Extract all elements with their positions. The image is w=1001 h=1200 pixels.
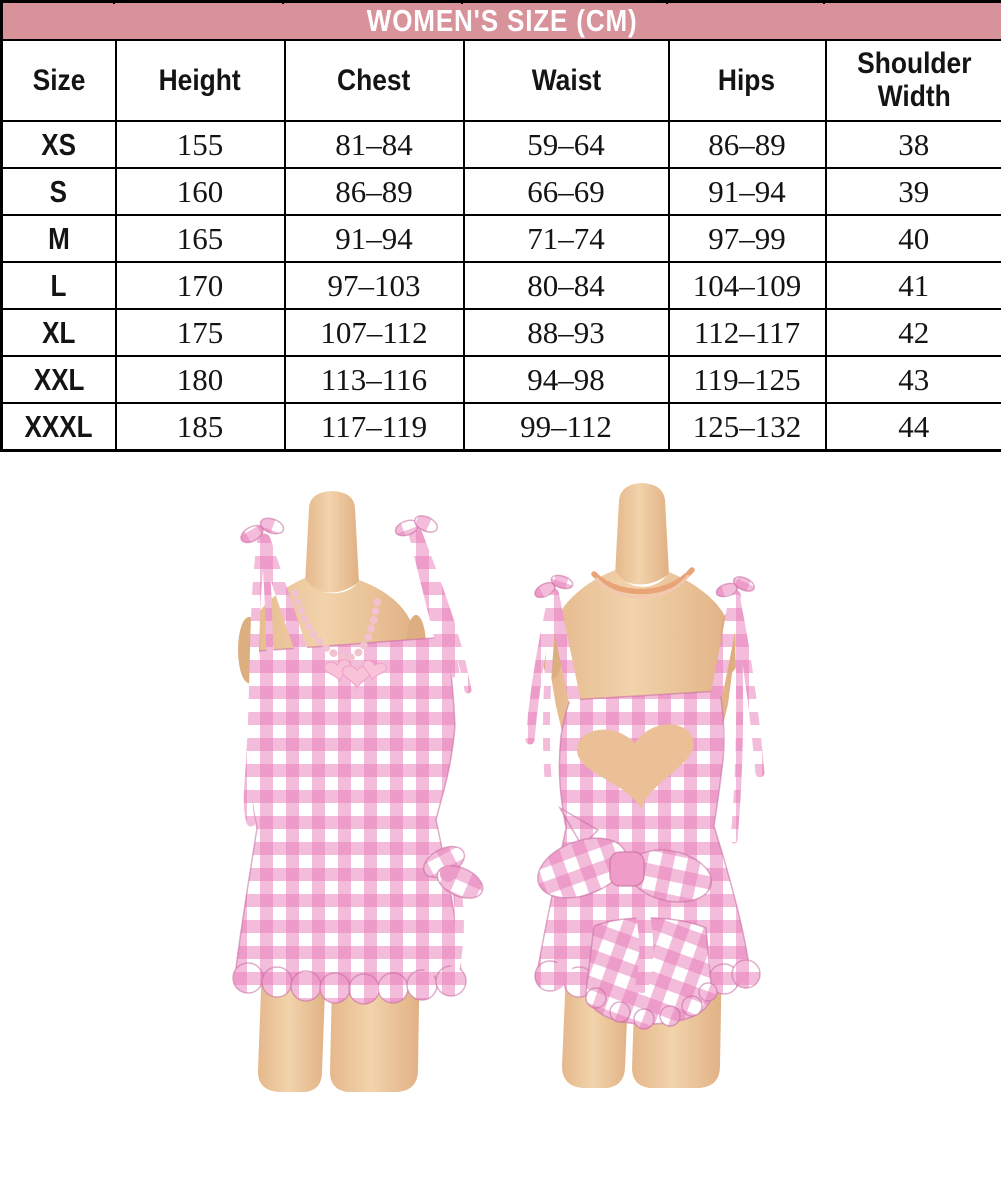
size-cell: S — [0, 167, 117, 216]
size-chart-title-bar: WOMEN'S SIZE (CM) — [0, 0, 1001, 41]
necklace-chain-back — [591, 567, 695, 599]
table-row-xxl: XXL 180 113–116 94–98 119–125 43 — [0, 355, 1001, 404]
height-cell: 155 — [114, 120, 286, 169]
column-tick-mark — [461, 0, 463, 4]
hips-cell: 86–89 — [667, 120, 827, 169]
shoulder-cell: 44 — [824, 402, 1001, 452]
shoulder-cell: 38 — [824, 120, 1001, 169]
front-skirt-scalloped-hem — [232, 962, 467, 1005]
front-left-shoulder-tie — [240, 517, 308, 827]
hips-cell: 112–117 — [667, 308, 827, 357]
column-tick-mark — [282, 0, 284, 4]
shoulder-cell: 39 — [824, 167, 1001, 216]
column-header-height: Height — [114, 39, 286, 122]
waist-cell: 71–74 — [462, 214, 670, 263]
size-cell: XXXL — [0, 402, 117, 452]
chest-cell: 113–116 — [283, 355, 465, 404]
back-right-shoulder-tie — [711, 576, 765, 844]
size-chart-title: WOMEN'S SIZE (CM) — [366, 3, 638, 38]
table-row-s: S 160 86–89 66–69 91–94 39 — [0, 167, 1001, 216]
pearl-necklace — [291, 589, 387, 691]
size-cell: XS — [0, 120, 117, 169]
front-right-shoulder-tie — [394, 515, 472, 694]
chest-cell: 81–84 — [283, 120, 465, 169]
shoulder-cell: 43 — [824, 355, 1001, 404]
hips-cell: 104–109 — [667, 261, 827, 310]
waist-cell: 80–84 — [462, 261, 670, 310]
column-tick-mark — [823, 0, 825, 4]
height-cell: 170 — [114, 261, 286, 310]
table-row-xl: XL 175 107–112 88–93 112–117 42 — [0, 308, 1001, 357]
front-dress — [232, 515, 484, 1005]
back-heart-cutout — [577, 724, 694, 809]
chest-cell: 91–94 — [283, 214, 465, 263]
waist-cell: 59–64 — [462, 120, 670, 169]
size-cell: XL — [0, 308, 117, 357]
size-chart-table: WOMEN'S SIZE (CM) Size Height Chest Wais… — [0, 0, 1001, 452]
hips-cell: 91–94 — [667, 167, 827, 216]
title-row: WOMEN'S SIZE (CM) — [0, 0, 1001, 41]
front-side-bow — [422, 845, 484, 995]
chest-cell: 117–119 — [283, 402, 465, 452]
height-cell: 175 — [114, 308, 286, 357]
shoulder-cell: 41 — [824, 261, 1001, 310]
waist-cell: 88–93 — [462, 308, 670, 357]
waist-cell: 94–98 — [462, 355, 670, 404]
size-cell: M — [0, 214, 117, 263]
header-row: Size Height Chest Waist Hips Shoulder Wi… — [0, 39, 1001, 122]
column-tick-mark — [666, 0, 668, 4]
waist-cell: 66–69 — [462, 167, 670, 216]
hips-cell: 97–99 — [667, 214, 827, 263]
column-tick-mark — [113, 0, 115, 4]
back-mannequin-illustration — [525, 483, 765, 1088]
column-header-shoulder-width: Shoulder Width — [824, 39, 1001, 122]
chest-cell: 107–112 — [283, 308, 465, 357]
hips-cell: 119–125 — [667, 355, 827, 404]
front-mannequin-illustration — [232, 491, 484, 1092]
table-row-m: M 165 91–94 71–74 97–99 40 — [0, 214, 1001, 263]
height-cell: 160 — [114, 167, 286, 216]
shoulder-cell: 40 — [824, 214, 1001, 263]
back-dress — [525, 574, 765, 1030]
heart-pendants — [323, 659, 387, 691]
column-header-hips: Hips — [667, 39, 827, 122]
size-cell: XXL — [0, 355, 117, 404]
height-cell: 185 — [114, 402, 286, 452]
product-photo-illustration — [232, 483, 765, 1092]
hips-cell: 125–132 — [667, 402, 827, 452]
size-cell: L — [0, 261, 117, 310]
height-cell: 180 — [114, 355, 286, 404]
chest-cell: 86–89 — [283, 167, 465, 216]
column-header-waist: Waist — [462, 39, 670, 122]
shoulder-cell: 42 — [824, 308, 1001, 357]
chest-cell: 97–103 — [283, 261, 465, 310]
waist-cell: 99–112 — [462, 402, 670, 452]
table-row-xxxl: XXXL 185 117–119 99–112 125–132 44 — [0, 402, 1001, 452]
table-row-xs: XS 155 81–84 59–64 86–89 38 — [0, 120, 1001, 169]
table-row-l: L 170 97–103 80–84 104–109 41 — [0, 261, 1001, 310]
height-cell: 165 — [114, 214, 286, 263]
column-header-size: Size — [0, 39, 117, 122]
column-header-chest: Chest — [283, 39, 465, 122]
back-waist-bow — [537, 805, 713, 993]
back-left-shoulder-tie — [525, 574, 580, 782]
